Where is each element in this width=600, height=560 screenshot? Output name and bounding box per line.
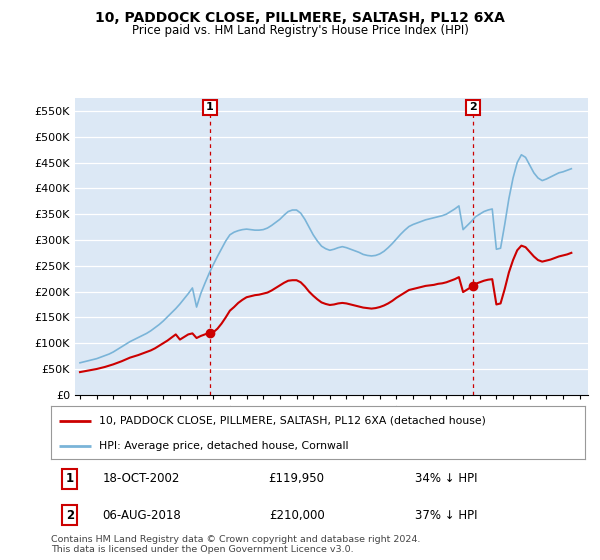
Text: Contains HM Land Registry data © Crown copyright and database right 2024.
This d: Contains HM Land Registry data © Crown c… bbox=[51, 535, 421, 554]
Text: 37% ↓ HPI: 37% ↓ HPI bbox=[415, 508, 478, 522]
Text: £119,950: £119,950 bbox=[269, 472, 325, 486]
Text: 34% ↓ HPI: 34% ↓ HPI bbox=[415, 472, 478, 486]
Text: 10, PADDOCK CLOSE, PILLMERE, SALTASH, PL12 6XA: 10, PADDOCK CLOSE, PILLMERE, SALTASH, PL… bbox=[95, 11, 505, 25]
Text: 1: 1 bbox=[65, 472, 74, 486]
Text: £210,000: £210,000 bbox=[269, 508, 325, 522]
Text: HPI: Average price, detached house, Cornwall: HPI: Average price, detached house, Corn… bbox=[99, 441, 349, 451]
Text: 2: 2 bbox=[65, 508, 74, 522]
Text: 2: 2 bbox=[469, 102, 477, 113]
Text: 10, PADDOCK CLOSE, PILLMERE, SALTASH, PL12 6XA (detached house): 10, PADDOCK CLOSE, PILLMERE, SALTASH, PL… bbox=[99, 416, 486, 426]
Text: 06-AUG-2018: 06-AUG-2018 bbox=[103, 508, 181, 522]
Text: Price paid vs. HM Land Registry's House Price Index (HPI): Price paid vs. HM Land Registry's House … bbox=[131, 24, 469, 36]
Text: 18-OCT-2002: 18-OCT-2002 bbox=[103, 472, 181, 486]
Text: 1: 1 bbox=[206, 102, 214, 113]
